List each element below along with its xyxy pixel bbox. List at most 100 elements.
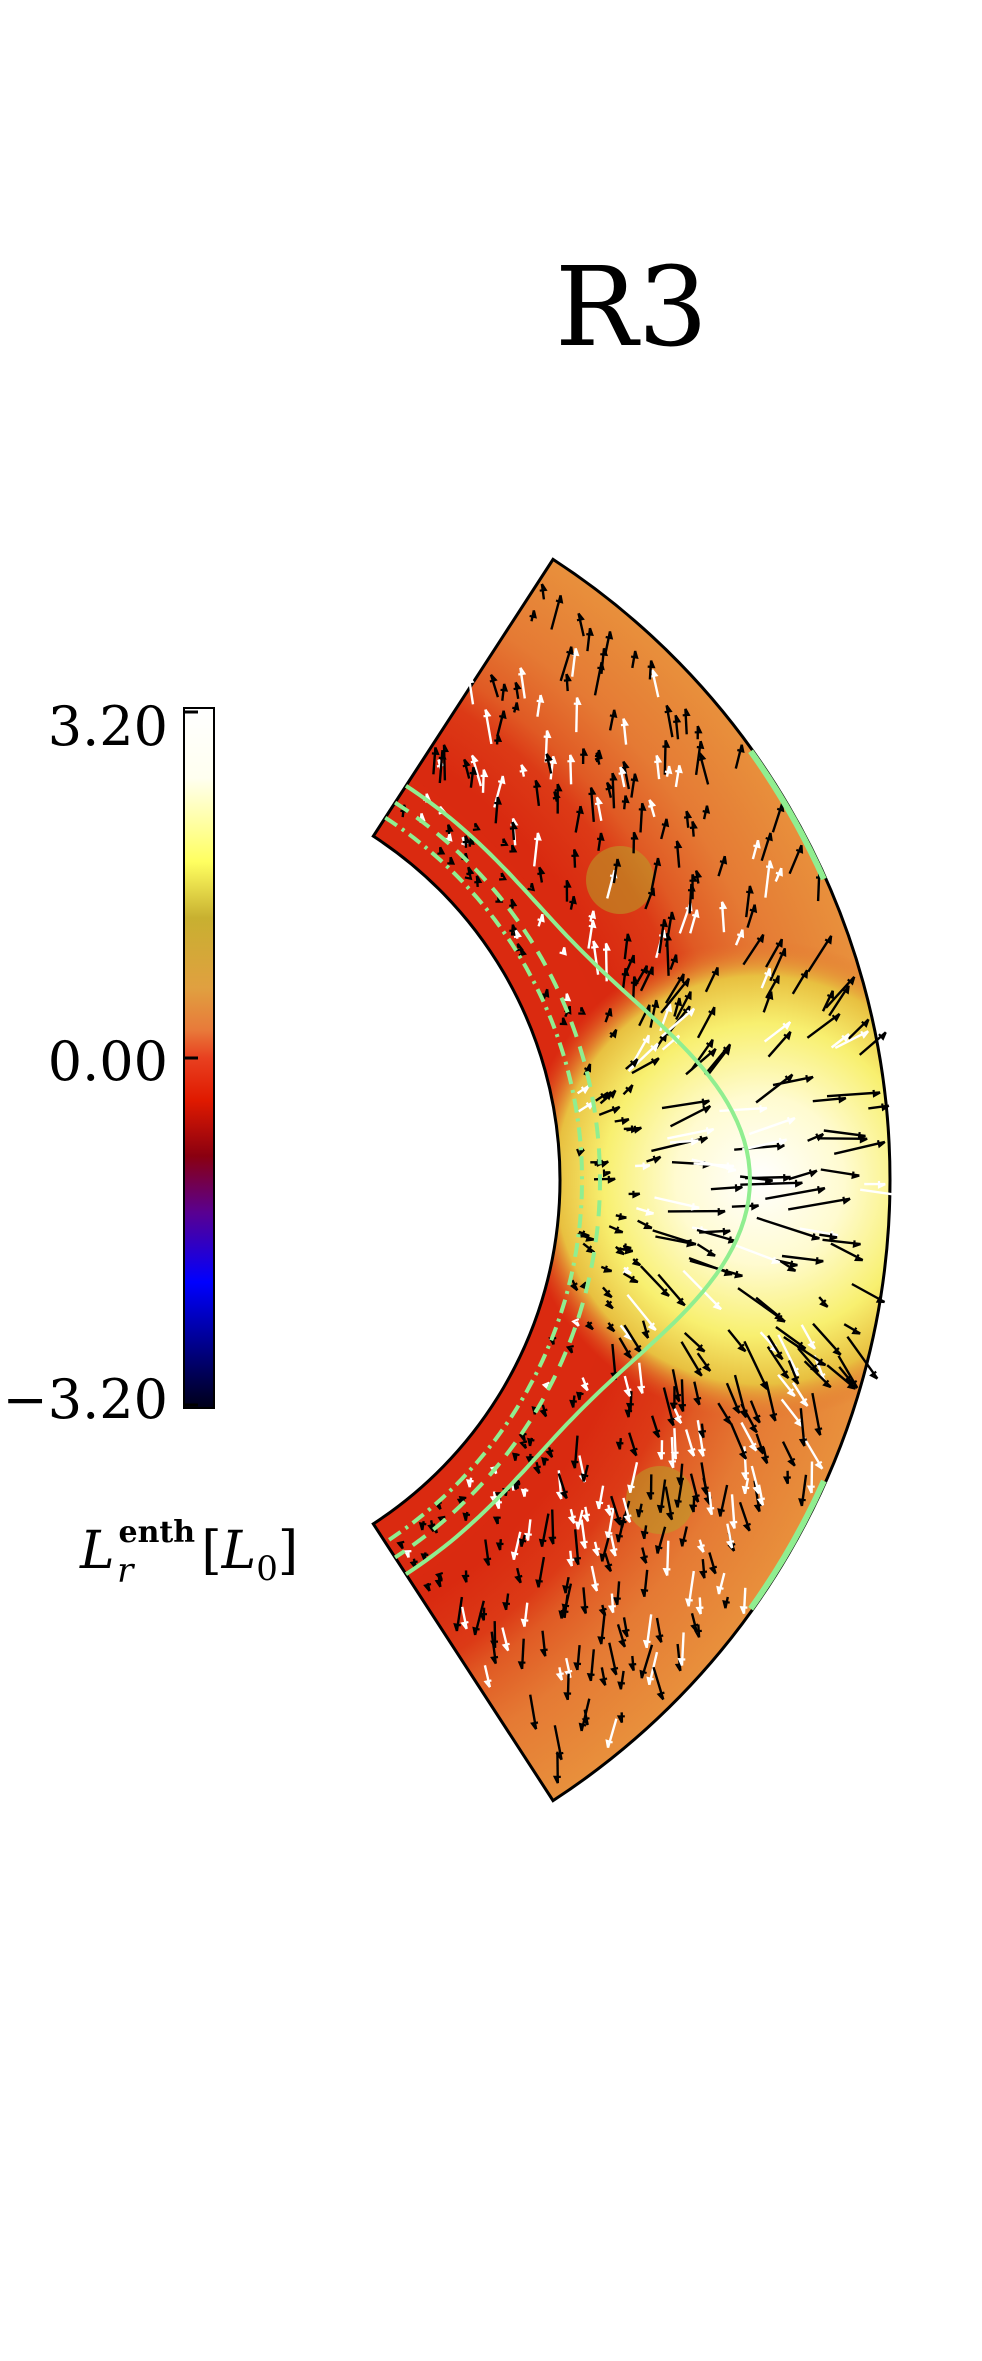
arrow-head [509,844,518,853]
velocity-arrow-152 [725,1382,741,1414]
velocity-arrow-496 [811,1392,823,1436]
velocity-arrow-298 [557,1473,569,1500]
arrow-head [639,1555,648,1564]
arrow-head [541,989,550,998]
arrow-head [798,1498,806,1507]
velocity-arrow-111 [662,1387,676,1427]
velocity-arrow-164 [462,835,471,848]
arrow-head [434,1579,443,1588]
velocity-arrow-277 [529,1694,539,1730]
velocity-arrow-76 [685,1570,695,1607]
arrow-shaft [755,1433,765,1455]
velocity-arrow-186 [650,857,662,891]
arrow-head [769,1413,778,1422]
colorbar-tick-label-min: −3.20 [3,1368,168,1431]
arrow-head [529,610,537,619]
arrow-head [674,997,683,1007]
velocity-arrow-294 [604,1008,613,1023]
velocity-arrow-473 [868,1103,890,1112]
velocity-arrow-343 [818,1296,829,1308]
velocity-arrow-511 [472,822,481,831]
velocity-arrow-392 [698,752,710,785]
arrow-head [686,1008,696,1017]
arrow-head [621,1117,630,1126]
velocity-arrow-313 [782,1470,791,1485]
arrow-shaft [606,869,616,899]
velocity-arrow-237 [763,1020,792,1043]
velocity-arrow-162 [427,1520,436,1533]
arrow-head [702,805,711,814]
arrow-head [544,753,553,762]
velocity-arrow-414 [699,1227,731,1236]
shell-outline [371,557,892,1803]
arrow-shaft [565,1657,572,1678]
velocity-arrow-311 [552,1751,561,1784]
arrow-head [578,1722,587,1732]
velocity-arrow-268 [812,1322,842,1356]
velocity-arrow-113 [483,1665,492,1688]
arrow-head [514,1574,523,1584]
arrow-head [701,1098,711,1107]
arrow-head [664,765,673,775]
arrow-head [469,766,478,775]
arrow-head [677,1404,686,1413]
arrow-head [621,795,630,804]
arrow-shaft [746,904,756,928]
velocity-arrow-180 [654,754,663,780]
velocity-arrow-80 [655,1617,664,1643]
velocity-arrow-114 [819,1233,838,1241]
arrow-head [611,1105,621,1115]
arrow-shaft [660,818,668,840]
arrow-head [532,1465,542,1475]
velocity-arrow-382 [749,1400,761,1424]
velocity-arrow-359 [630,773,639,798]
velocity-arrow-154 [719,901,728,933]
velocity-arrow-408 [647,799,657,818]
arrow-head [881,1103,890,1112]
arrow-head [623,933,632,942]
arrow-shaft [846,1336,879,1380]
velocity-arrow-449 [518,1534,527,1548]
arrow-head [462,1512,471,1521]
arrow-head [695,1606,704,1615]
arrow-head [604,1300,614,1310]
arrow-head [712,1301,722,1311]
velocity-arrow-488 [639,966,654,992]
velocity-arrow-192 [682,708,691,735]
arrow-head [851,1327,861,1335]
arrow-head [660,1288,670,1297]
arrow-shaft [743,1340,769,1390]
velocity-arrow-364 [755,1296,784,1321]
arrow-shaft [563,1583,573,1612]
velocity-arrow-212 [657,1273,686,1307]
arrow-head [570,1460,579,1469]
arrow-head [598,1607,607,1617]
velocity-arrow-289 [627,1461,639,1493]
arrow-head [694,725,703,734]
arrow-shaft [618,1337,633,1359]
arrow-head [706,1507,715,1516]
velocity-arrow-515 [445,824,454,835]
arrow-shaft [698,1597,702,1615]
arrow-shaft [536,694,542,717]
velocity-arrow-482 [532,1461,542,1475]
velocity-arrow-399 [652,1666,665,1701]
arrow-shaft [523,1602,529,1627]
arrow-head [604,1507,613,1517]
arrow-shaft [638,1362,644,1394]
velocity-arrow-74 [751,839,761,860]
spherical-shell-wedge [371,557,892,1803]
arrow-head [847,976,856,986]
velocity-arrow-288 [538,1513,550,1547]
velocity-arrow-40 [509,898,518,909]
arrow-head [483,708,492,718]
arrow-shaft [830,1033,850,1049]
velocity-arrow-412 [710,1184,743,1193]
arrow-head [530,1721,539,1730]
velocity-arrow-172 [641,1320,650,1339]
velocity-arrow-391 [637,1219,653,1230]
arrow-head [697,1448,706,1457]
arrow-head [610,1666,619,1676]
